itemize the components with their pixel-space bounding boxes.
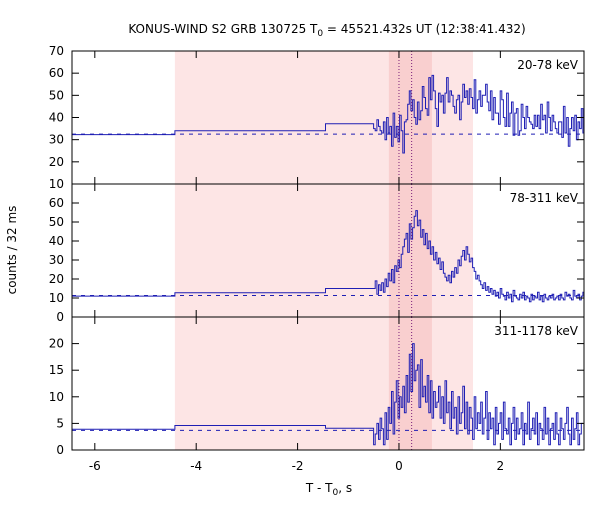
energy-band-label: 20-78 keV [517,58,579,72]
panel-frame [71,316,585,451]
y-tick-label: 40 [49,111,64,125]
y-tick-label: 60 [49,66,64,80]
x-tick-label: 2 [497,459,505,473]
x-tick-label: 0 [395,459,403,473]
y-tick-label: 30 [49,253,64,267]
x-tick-label: -2 [292,459,304,473]
chart-title: KONUS-WIND S2 GRB 130725 T0 = 45521.432s… [128,22,525,39]
y-tick-label: 50 [49,215,64,229]
y-tick-label: 20 [49,272,64,286]
energy-band-label: 311-1178 keV [494,324,578,338]
y-tick-label: 10 [49,291,64,305]
y-tick-label: 50 [49,88,64,102]
y-tick-label: 20 [49,337,64,351]
panel-2: 0 10 20 30 40 50 60 78-311 keV [49,183,585,324]
y-tick-label: 10 [49,177,64,191]
x-axis-title: T - T0, s [305,481,352,498]
y-tick-label: 40 [49,234,64,248]
chart-title-main: KONUS-WIND S2 GRB 130725 T [128,22,318,36]
light-curve-line [72,74,585,154]
chart-title-subscript: 0 [317,29,323,39]
x-tick-label: -6 [89,459,101,473]
shaded-region-2 [388,184,432,317]
y-tick-label: 10 [49,390,64,404]
y-tick-label: 15 [49,363,64,377]
y-tick-label: 5 [56,416,64,430]
y-tick-label: 0 [56,310,64,324]
y-tick-label: 70 [49,44,64,58]
x-axis-title-subscript: 0 [333,488,339,498]
y-axis-title: counts / 32 ms [5,206,19,295]
y-tick-label: 20 [49,155,64,169]
light-curve-line [72,343,583,446]
x-axis-title-rest: , s [338,481,352,495]
x-axis-title-main: T - T [305,481,333,495]
y-tick-label: 60 [49,196,64,210]
shaded-region-2 [388,51,432,184]
x-tick-label: -4 [190,459,202,473]
light-curve-line [72,210,584,303]
energy-band-label: 78-311 keV [510,191,579,205]
panel-3: 0 5 10 15 20 311-1178 keV [49,316,585,457]
y-tick-label: 0 [56,443,64,457]
chart-title-rest: = 45521.432s UT (12:38:41.432) [323,22,526,36]
panel-1: 10 20 30 40 50 60 70 20-78 keV [49,44,585,191]
y-tick-label: 30 [49,133,64,147]
